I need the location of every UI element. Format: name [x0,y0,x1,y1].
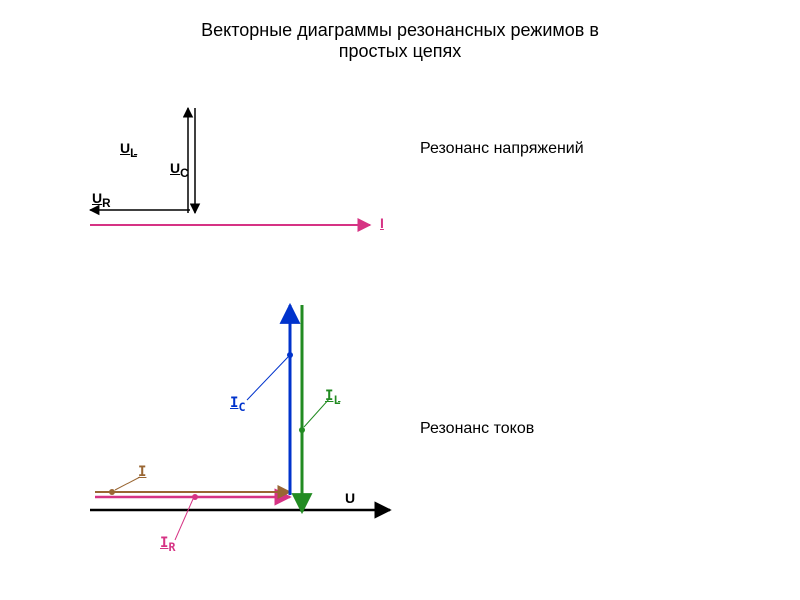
leader-IR [175,499,193,540]
marker-IC [287,352,293,358]
marker-I [109,489,115,495]
marker-IL [299,427,305,433]
leader-IL [304,398,330,427]
vector-diagrams-svg [0,0,800,600]
leader-I [115,477,140,490]
leader-IC [247,357,288,400]
marker-IR [192,494,198,500]
